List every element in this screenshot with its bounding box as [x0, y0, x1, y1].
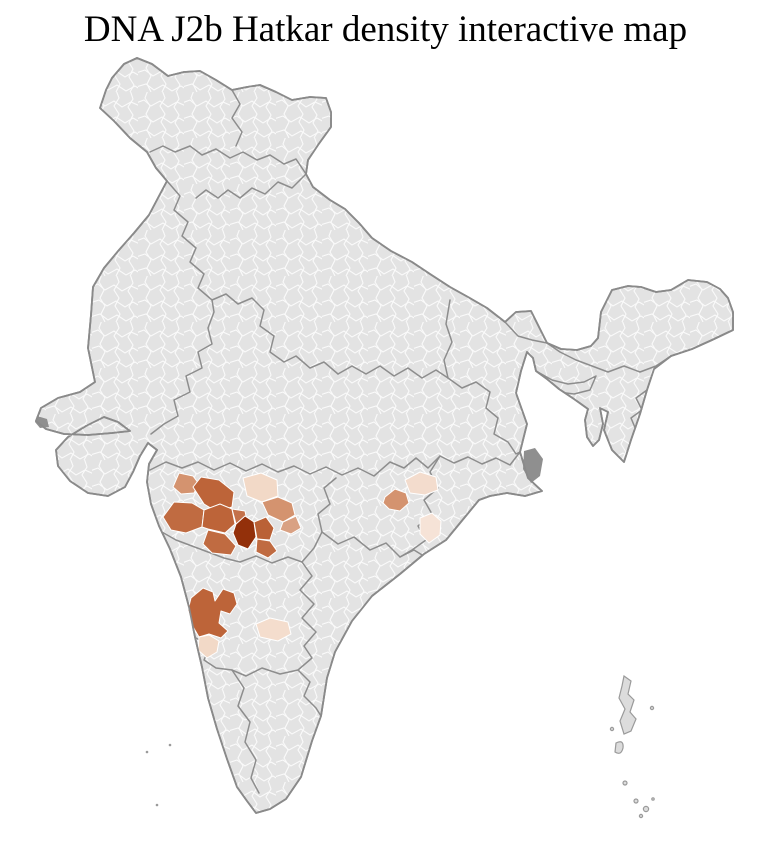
choropleth-district-11[interactable]: [261, 496, 296, 523]
choropleth-district-13[interactable]: [187, 587, 238, 639]
choropleth-district-08[interactable]: [255, 538, 278, 559]
choropleth-district-15[interactable]: [255, 617, 292, 642]
choropleth-district-09[interactable]: [202, 529, 237, 556]
choropleth-districts: [162, 471, 442, 659]
choropleth-district-18[interactable]: [419, 512, 442, 544]
choropleth-district-10[interactable]: [242, 472, 279, 503]
state-borders: [149, 89, 672, 794]
page-title: DNA J2b Hatkar density interactive map: [83, 9, 688, 50]
choropleth-district-06[interactable]: [232, 515, 257, 550]
kolkata-dense-patch[interactable]: [523, 448, 543, 483]
choropleth-district-07[interactable]: [253, 516, 275, 541]
kutch-tip-patch[interactable]: [35, 416, 49, 428]
choropleth-district-04[interactable]: [201, 503, 236, 534]
choropleth-district-17[interactable]: [404, 471, 439, 496]
choropleth-district-16[interactable]: [382, 488, 410, 512]
andaman-nicobar-islands[interactable]: [609, 674, 655, 819]
choropleth-district-12[interactable]: [279, 515, 302, 535]
choropleth-district-02[interactable]: [192, 476, 235, 513]
lakshadweep-islands[interactable]: [145, 743, 172, 807]
